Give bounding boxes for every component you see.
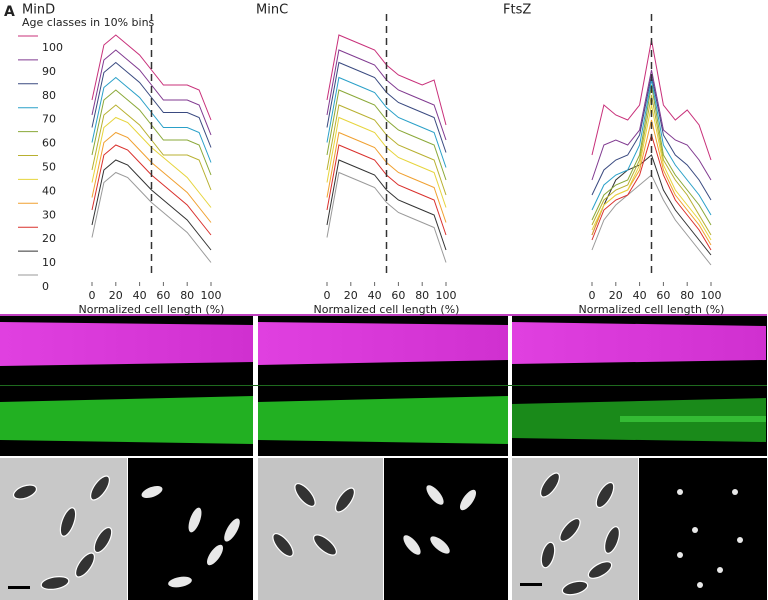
legend-label: 40 <box>42 184 56 197</box>
x-tick-label: 100 <box>436 289 457 302</box>
x-axis-label: Normalized cell length (%) <box>579 303 725 316</box>
x-tick-label: 0 <box>89 289 96 302</box>
x-tick-label: 100 <box>201 289 222 302</box>
x-tick-label: 60 <box>656 289 670 302</box>
x-tick-label: 80 <box>680 289 694 302</box>
series-line <box>326 159 447 251</box>
series-line <box>91 159 212 251</box>
series-line <box>326 171 447 263</box>
kymographs <box>0 314 767 456</box>
series-line <box>91 61 212 148</box>
x-tick-label: 20 <box>609 289 623 302</box>
x-tick-label: 80 <box>180 289 194 302</box>
series-line <box>91 49 212 136</box>
legend-label: 90 <box>42 65 56 78</box>
x-tick-label: 60 <box>156 289 170 302</box>
legend-label: 30 <box>42 208 56 221</box>
x-tick-label: 20 <box>109 289 123 302</box>
x-tick-label: 0 <box>324 289 331 302</box>
legend-label: 50 <box>42 161 56 174</box>
series-line <box>91 34 212 121</box>
series-line <box>591 69 712 181</box>
chart-title: MinD <box>22 3 55 18</box>
series-line <box>591 94 712 236</box>
series-line <box>326 76 447 168</box>
legend-title: Age classes in 10% bins <box>22 16 155 29</box>
legend-label: 20 <box>42 232 56 245</box>
x-tick-label: 40 <box>633 289 647 302</box>
series-line <box>591 84 712 226</box>
x-tick-label: 100 <box>701 289 722 302</box>
x-tick-label: 80 <box>415 289 429 302</box>
x-axis-label: Normalized cell length (%) <box>79 303 225 316</box>
micrographs <box>0 458 767 600</box>
x-tick-label: 40 <box>368 289 382 302</box>
legend-label: 10 <box>42 256 56 269</box>
x-tick-label: 40 <box>133 289 147 302</box>
series-line <box>326 89 447 181</box>
chart-title: MinC <box>256 3 288 18</box>
chart-title: FtsZ <box>503 3 531 18</box>
series-line <box>91 171 212 263</box>
legend-label: 80 <box>42 89 56 102</box>
x-tick-label: 0 <box>589 289 596 302</box>
panel-label: A <box>4 4 15 20</box>
legend-label: 70 <box>42 113 56 126</box>
legend-label: 100 <box>42 41 63 54</box>
legend-label: 0 <box>42 280 49 293</box>
x-tick-label: 20 <box>344 289 358 302</box>
x-tick-label: 60 <box>391 289 405 302</box>
x-axis-label: Normalized cell length (%) <box>314 303 460 316</box>
legend-label: 60 <box>42 137 56 150</box>
